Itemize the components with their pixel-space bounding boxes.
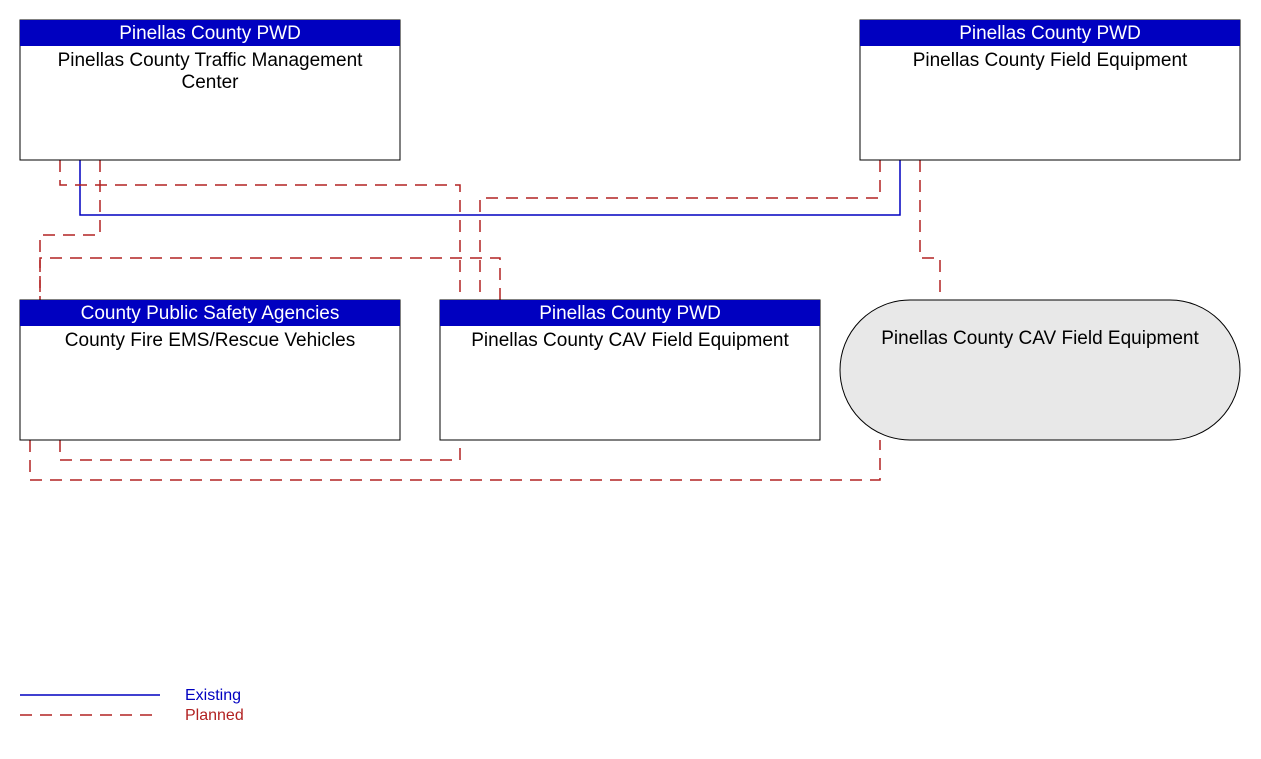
box-ems: County Public Safety Agencies County Fire… xyxy=(20,300,400,440)
bubble-cav-bubble-label: Pinellas County CAV Field Equipment xyxy=(881,328,1199,349)
bubble-cav-bubble-shape xyxy=(840,300,1240,440)
box-ems-header-text: County Public Safety Agencies xyxy=(81,303,340,324)
edge-planned-5 xyxy=(40,258,500,300)
edge-planned-4 xyxy=(920,160,940,300)
box-ems-body-line-0: County Fire EMS/Rescue Vehicles xyxy=(65,330,355,351)
box-tmc-body-line-0: Pinellas County Traffic Management xyxy=(58,50,364,71)
edge-existing-0 xyxy=(80,160,900,215)
box-fieldeq: Pinellas County PWD Pinellas County Field… xyxy=(860,20,1240,160)
edge-planned-7 xyxy=(30,440,880,480)
box-cav-header-text: Pinellas County PWD xyxy=(539,303,721,324)
legend: Existing Planned xyxy=(20,687,244,724)
box-fieldeq-body-line-0: Pinellas County Field Equipment xyxy=(913,50,1188,71)
box-tmc-body-line-1: Center xyxy=(181,72,239,93)
box-cav: Pinellas County PWD Pinellas County CAV F… xyxy=(440,300,820,440)
box-tmc-header-text: Pinellas County PWD xyxy=(119,23,301,44)
legend-label-existing: Existing xyxy=(185,687,241,704)
edge-planned-6 xyxy=(60,440,460,460)
edge-planned-1 xyxy=(60,160,460,300)
box-tmc: Pinellas County PWD Pinellas County Traff… xyxy=(20,20,400,160)
box-cav-body-line-0: Pinellas County CAV Field Equipment xyxy=(471,330,789,351)
box-fieldeq-header-text: Pinellas County PWD xyxy=(959,23,1141,44)
bubble-cav-bubble: Pinellas County CAV Field Equipment xyxy=(840,300,1240,440)
legend-label-planned: Planned xyxy=(185,707,244,724)
edge-planned-3 xyxy=(480,160,880,300)
edge-planned-2 xyxy=(40,160,100,300)
